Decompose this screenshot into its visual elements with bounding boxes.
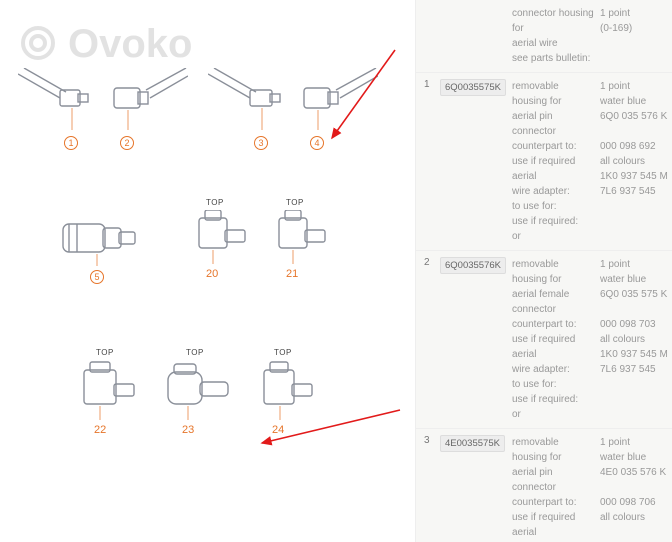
part-number-badge[interactable]: 4E0035575K [440,435,505,452]
part-number-badge[interactable]: 6Q0035576K [440,257,506,274]
table-row: 34E0035575K removable housing foraerial p… [416,429,672,542]
watermark-text: Ovoko [68,22,192,66]
part-cell: 6Q0035576K [440,257,512,422]
part-number-badge[interactable]: 6Q0035575K [440,79,506,96]
row-number: 1 [420,79,440,244]
row-val: 1 pointwater blue6Q0 035 576 K 000 098 6… [600,79,668,244]
intro-val: 1 point (0-169) [600,6,668,66]
row-desc: removable housing foraerial pin connecto… [512,435,600,542]
intro-desc: connector housing for aerial wire see pa… [512,6,600,66]
table-row: 16Q0035575K removable housing foraerial p… [416,73,672,251]
row-val: 1 pointwater blue6Q0 035 575 K 000 098 7… [600,257,668,422]
arrow-to-callout-4 [0,0,415,542]
row-number: 2 [420,257,440,422]
row-val: 1 pointwater blue4E0 035 576 K 000 098 7… [600,435,668,542]
row-number: 3 [420,435,440,542]
ovoko-watermark: Ovoko [20,15,230,71]
table-row: 26Q0035576K removable housing foraerial f… [416,251,672,429]
row-desc: removable housing foraerial female conne… [512,257,600,422]
parts-table: connector housing for aerial wire see pa… [415,0,672,542]
row-desc: removable housing foraerial pin connecto… [512,79,600,244]
diagram-panel: Ovoko 1 2 [0,0,415,542]
main-container: Ovoko 1 2 [0,0,672,542]
part-cell: 4E0035575K [440,435,512,542]
part-cell: 6Q0035575K [440,79,512,244]
table-intro-row: connector housing for aerial wire see pa… [416,0,672,73]
